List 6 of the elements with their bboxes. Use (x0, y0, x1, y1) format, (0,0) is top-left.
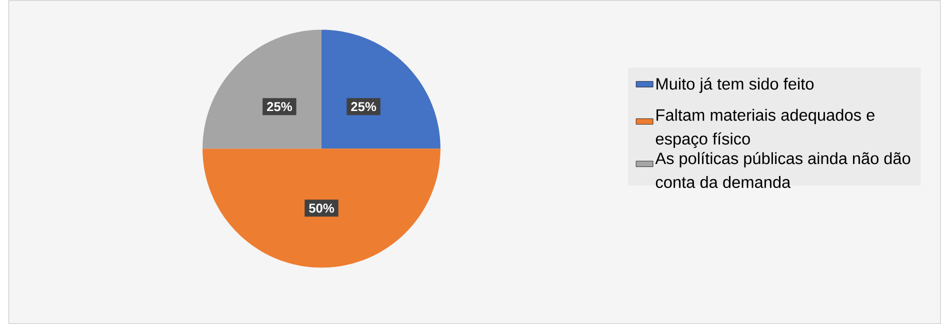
legend-label: As políticas públicas ainda não dão conta da demanda (655, 152, 910, 188)
data-label: 50% (309, 204, 334, 213)
data-label: 25% (266, 102, 292, 112)
legend-label: Muito já tem sido feito (656, 77, 814, 93)
data-label: 25% (351, 102, 376, 112)
legend-label: Faltam materiais adequados e espaço físico (656, 108, 874, 148)
